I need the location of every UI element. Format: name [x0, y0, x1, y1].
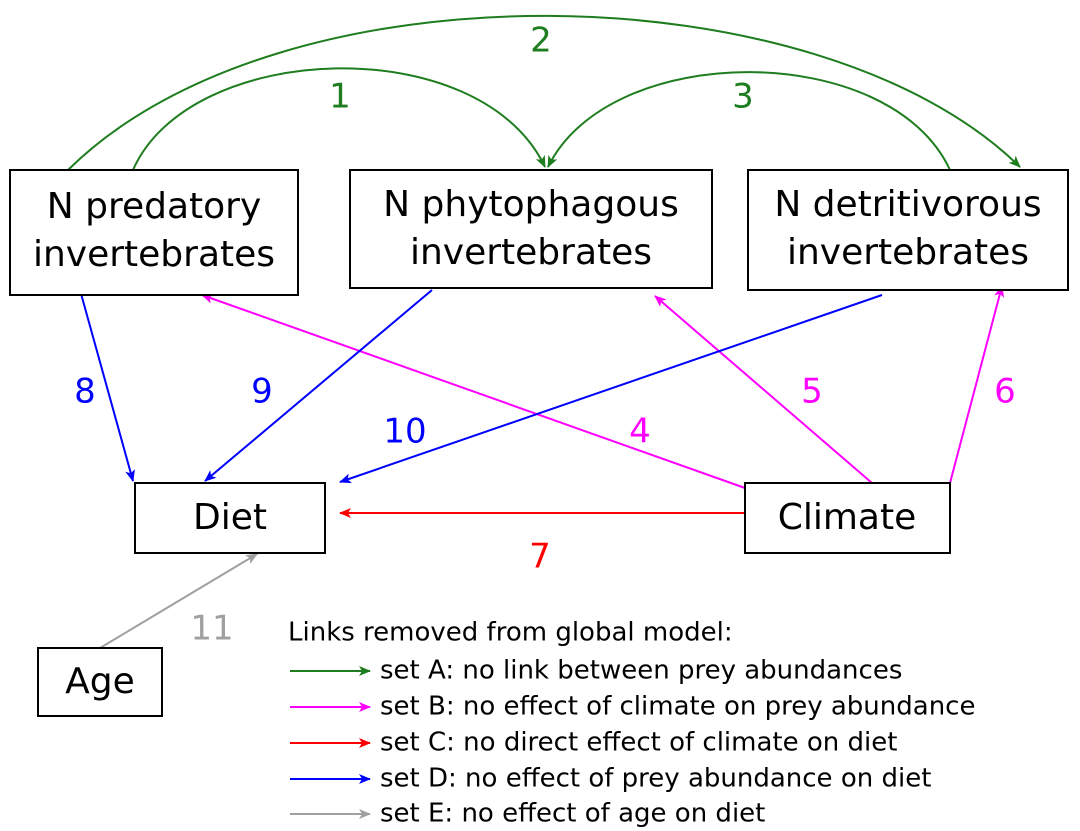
- node-box: [744, 482, 951, 554]
- edge: [204, 289, 433, 482]
- node-box: [9, 169, 299, 296]
- edge-labels: 1 2 3 4 5 6 7 8 9 10 11: [74, 21, 1016, 649]
- edge-label: 8: [74, 372, 96, 412]
- node-box: [747, 169, 1069, 291]
- edge: [99, 553, 258, 649]
- edge-label: 9: [251, 372, 273, 412]
- nodes: N predatory invertebrates N phytophagous…: [9, 169, 1069, 717]
- edge-label: 3: [732, 77, 754, 117]
- node-label: Diet: [193, 497, 267, 538]
- edge-label: 10: [383, 412, 426, 452]
- node-label: invertebrates: [787, 232, 1029, 273]
- legend-title: Links removed from global model:: [288, 618, 733, 648]
- edge-label: 4: [629, 412, 651, 452]
- edge-label: 1: [329, 77, 351, 117]
- edge-label: 11: [190, 609, 233, 649]
- node-box: [37, 647, 163, 717]
- legend-item: set A: no link between prey abundances: [380, 656, 902, 686]
- legend: Links removed from global model: set A: …: [288, 618, 975, 829]
- node-label: invertebrates: [33, 234, 275, 275]
- node-label: Age: [65, 661, 135, 702]
- legend-item: set B: no effect of climate on prey abun…: [380, 692, 975, 722]
- edges: [67, 14, 1021, 649]
- edge: [547, 71, 951, 171]
- edge-label: 2: [530, 21, 552, 61]
- edge-label: 6: [994, 372, 1016, 412]
- node-box: [349, 169, 713, 289]
- edge: [132, 67, 546, 171]
- edge-label: 5: [801, 372, 823, 412]
- edge: [339, 294, 883, 484]
- edge: [201, 293, 746, 489]
- node-label: N predatory: [47, 186, 262, 227]
- edge: [949, 285, 1005, 484]
- legend-item: set E: no effect of age on diet: [380, 799, 765, 828]
- edge: [79, 289, 135, 482]
- legend-item: set D: no effect of prey abundance on di…: [380, 764, 931, 794]
- node-label: Climate: [778, 497, 917, 538]
- edge-label: 7: [529, 537, 551, 577]
- node-box: [134, 482, 326, 554]
- edge: [654, 295, 873, 484]
- legend-item: set C: no direct effect of climate on di…: [380, 728, 897, 758]
- node-label: invertebrates: [410, 232, 652, 273]
- edge: [67, 14, 1021, 171]
- node-label: N detritivorous: [774, 184, 1041, 225]
- node-label: N phytophagous: [383, 184, 679, 225]
